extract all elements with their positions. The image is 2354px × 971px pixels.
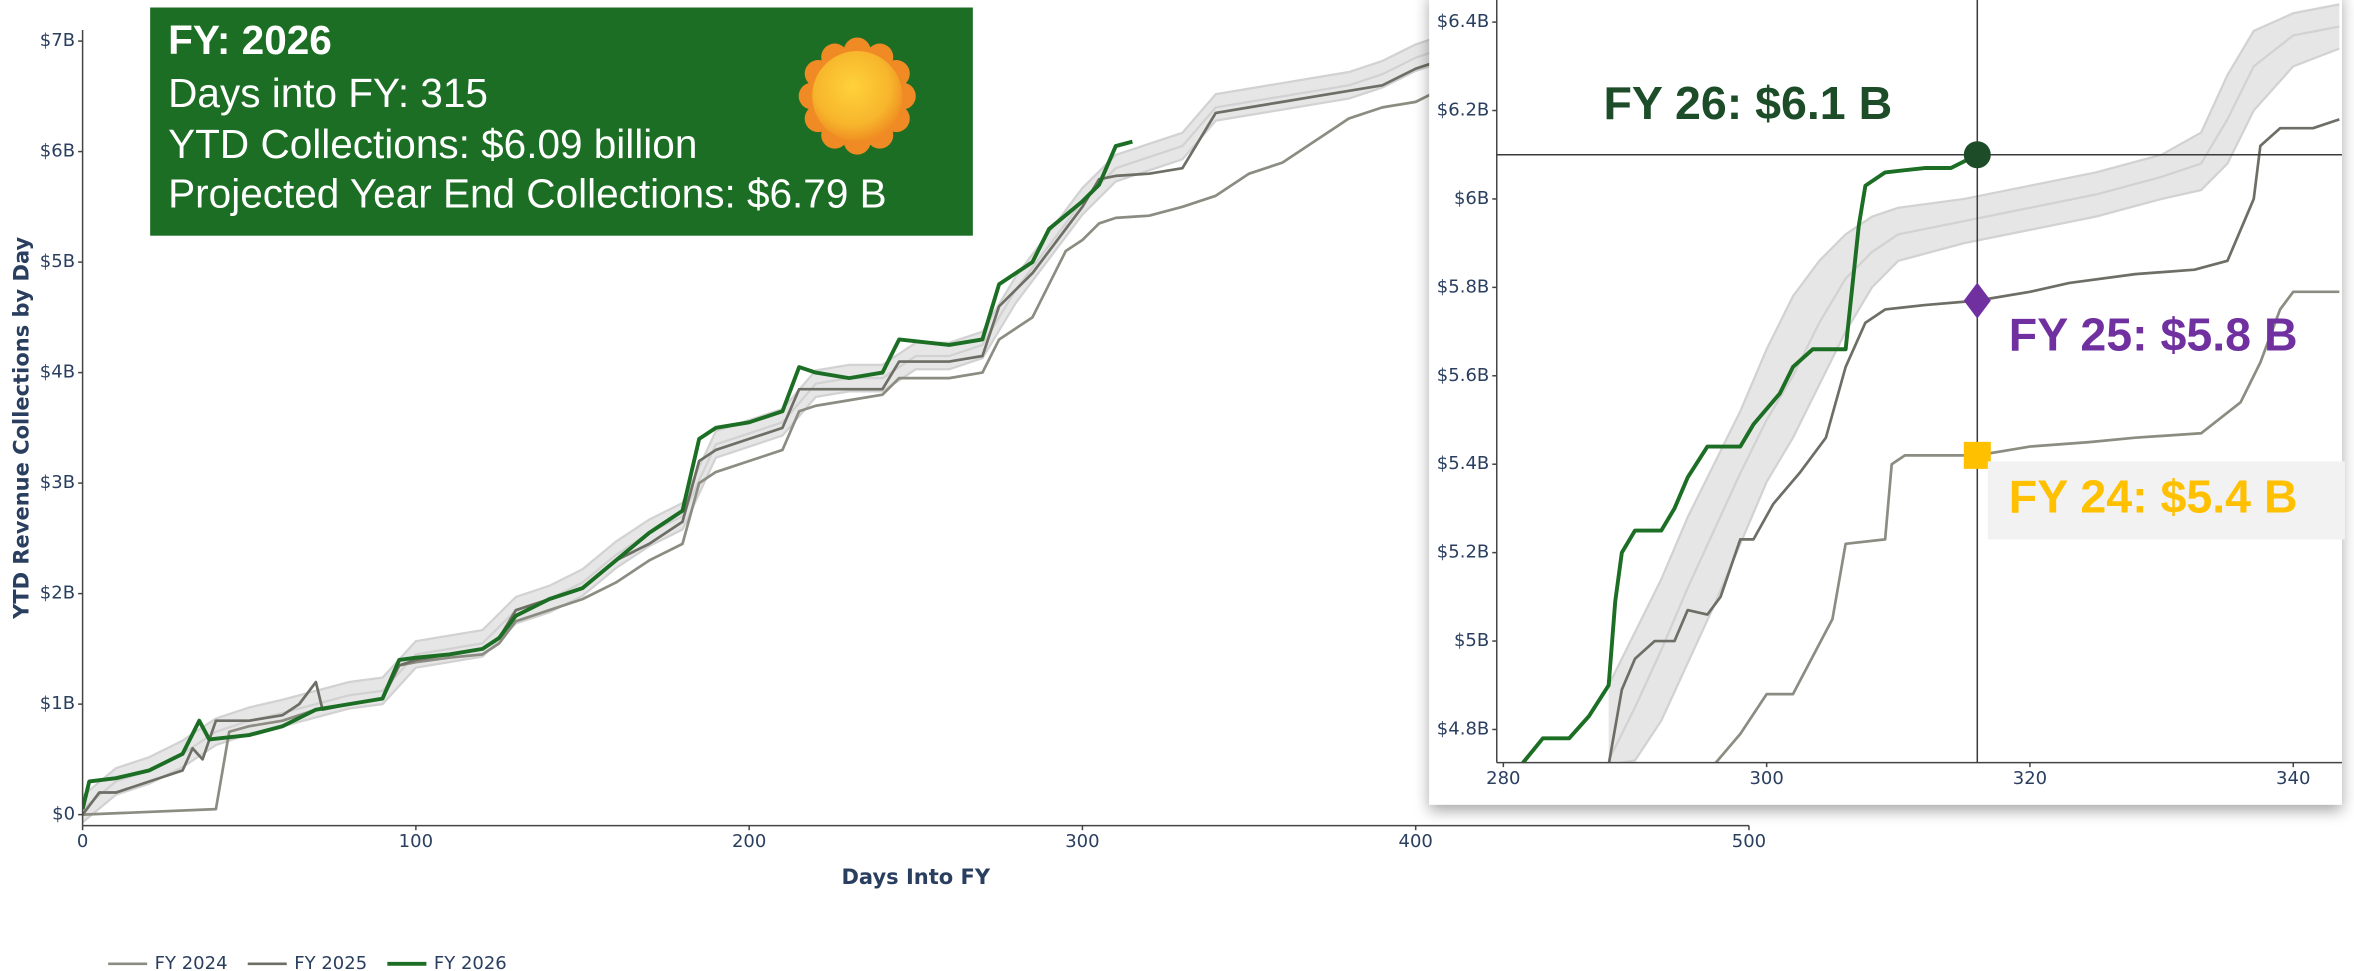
x-tick-label: 300 — [1065, 831, 1099, 852]
inset-background — [1429, 0, 2342, 805]
x-tick-label: 0 — [77, 831, 88, 852]
y-tick-label: $0 — [52, 804, 75, 825]
band-upper-line — [82, 32, 1450, 797]
series-line — [82, 56, 1450, 816]
band-lower-line — [1615, 47, 2340, 763]
x-tick-label: 320 — [2013, 768, 2047, 789]
series-line — [1520, 152, 1979, 763]
x-tick-label: 300 — [1749, 768, 1783, 789]
band-mid-line — [1607, 25, 2340, 761]
plot-area — [82, 32, 1450, 824]
label-background — [1987, 461, 2345, 540]
x-tick-label: 400 — [1399, 831, 1433, 852]
info-line: Days into FY: 315 — [168, 70, 488, 116]
marker — [1963, 441, 1991, 469]
band-upper-line — [1607, 3, 2340, 686]
y-tick-label: $7B — [40, 30, 75, 51]
y-tick-label: $5.4B — [1437, 453, 1489, 474]
x-tick-label: 340 — [2276, 768, 2310, 789]
marker-label: FY 26: $6.1 B — [1603, 77, 1892, 129]
y-tick-label: $6.2B — [1437, 100, 1489, 121]
series-line — [82, 139, 1133, 810]
main-chart: $0 $1B $2B $3B $4B $5B $6B $7B 0 100 200 300 400 500 D… — [9, 30, 1766, 971]
x-tick-label: 100 — [399, 831, 433, 852]
y-tick-label: $6B — [40, 141, 75, 162]
y-tick-label: $5.2B — [1437, 542, 1489, 563]
band-mid-line — [82, 45, 1450, 810]
band-area — [1608, 4, 2340, 763]
marker-label: FY 24: $5.4 B — [2009, 471, 2298, 523]
info-title: FY: 2026 — [168, 17, 332, 63]
y-tick-label: $4B — [40, 362, 75, 383]
legend-label: FY 2024 — [155, 953, 228, 971]
y-tick-label: $5.8B — [1437, 276, 1489, 297]
x-tick-label: 280 — [1486, 768, 1520, 789]
inset-chart: $4.8B $5B $5.2B $5.4B $5.6B $5.8B $6B $6.2B $6.4… — [1429, 0, 2345, 805]
x-axis-title: Days Into FY — [842, 864, 991, 889]
info-box: FY: 2026 Days into FY: 315 YTD Collectio… — [150, 7, 973, 236]
y-tick-label: $5B — [1454, 630, 1489, 651]
legend-label: FY 2025 — [294, 953, 367, 971]
legend-label: FY 2026 — [434, 953, 507, 971]
y-axis-title: YTD Revenue Collections by Day — [9, 236, 34, 619]
x-tick-label: 500 — [1732, 831, 1766, 852]
y-tick-label: $3B — [40, 472, 75, 493]
info-line: Projected Year End Collections: $6.79 B — [168, 170, 887, 216]
marker-label: FY 25: $5.8 B — [2009, 308, 2298, 360]
info-line: YTD Collections: $6.09 billion — [168, 121, 697, 167]
y-tick-label: $1B — [40, 693, 75, 714]
y-tick-label: $2B — [40, 583, 75, 604]
y-tick-label: $4.8B — [1437, 718, 1489, 739]
y-tick-label: $5.6B — [1437, 365, 1489, 386]
y-tick-label: $5B — [40, 251, 75, 272]
series-line — [1607, 118, 2340, 763]
y-tick-label: $6.4B — [1437, 11, 1489, 32]
sun-icon — [798, 37, 916, 155]
band-lower-line — [82, 58, 1450, 824]
y-tick-label: $6B — [1454, 188, 1489, 209]
x-tick-label: 200 — [732, 831, 766, 852]
marker — [1963, 141, 1991, 169]
